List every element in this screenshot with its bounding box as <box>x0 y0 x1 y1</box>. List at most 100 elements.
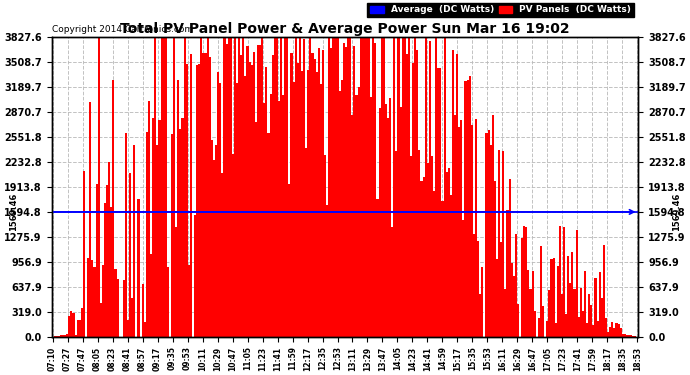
Bar <box>339 92 341 337</box>
Bar <box>299 37 301 337</box>
Bar <box>93 267 95 337</box>
Bar <box>420 181 422 337</box>
Bar <box>163 37 165 337</box>
Bar <box>244 76 246 337</box>
Bar <box>66 334 68 337</box>
Bar <box>553 258 555 337</box>
Bar <box>620 328 622 337</box>
Bar <box>337 37 339 337</box>
Bar <box>601 298 603 337</box>
Bar <box>137 198 139 337</box>
Bar <box>586 323 588 337</box>
Bar <box>175 227 177 337</box>
Bar <box>261 37 264 337</box>
Bar <box>473 234 475 337</box>
Bar <box>364 37 366 337</box>
Bar <box>490 146 492 337</box>
Bar <box>280 37 282 337</box>
Bar <box>383 37 385 337</box>
Bar <box>150 254 152 337</box>
Bar <box>196 65 198 337</box>
Bar <box>333 37 335 337</box>
Bar <box>230 37 232 337</box>
Bar <box>435 37 437 337</box>
Bar <box>68 316 70 337</box>
Bar <box>362 37 364 337</box>
Bar <box>95 184 97 337</box>
Bar <box>161 37 163 337</box>
Bar <box>209 57 211 337</box>
Bar <box>102 264 104 337</box>
Bar <box>546 321 549 337</box>
Bar <box>525 227 527 337</box>
Bar <box>580 288 582 337</box>
Bar <box>569 283 571 337</box>
Bar <box>395 152 397 337</box>
Bar <box>236 84 238 337</box>
Bar <box>359 37 362 337</box>
Bar <box>402 37 404 337</box>
Bar <box>293 82 295 337</box>
Bar <box>634 336 636 337</box>
Bar <box>603 245 605 337</box>
Bar <box>115 269 117 337</box>
Bar <box>391 227 393 337</box>
Bar <box>301 71 303 337</box>
Bar <box>211 140 213 337</box>
Bar <box>613 328 615 337</box>
Bar <box>588 294 590 337</box>
Bar <box>232 154 234 337</box>
Bar <box>322 50 324 337</box>
Bar <box>549 290 551 337</box>
Bar <box>418 150 420 337</box>
Bar <box>351 115 353 337</box>
Bar <box>448 168 450 337</box>
Bar <box>125 133 127 337</box>
Bar <box>272 56 274 337</box>
Bar <box>226 44 228 337</box>
Bar <box>309 37 311 337</box>
Bar <box>595 278 597 337</box>
Bar <box>270 94 272 337</box>
Bar <box>144 322 146 337</box>
Bar <box>628 335 630 337</box>
Bar <box>458 127 460 337</box>
Bar <box>202 53 204 337</box>
Bar <box>452 50 454 337</box>
Bar <box>106 184 108 337</box>
Bar <box>264 104 266 337</box>
Bar <box>377 200 379 337</box>
Bar <box>523 226 525 337</box>
Bar <box>194 214 196 337</box>
Bar <box>297 63 299 337</box>
Bar <box>626 334 628 337</box>
Bar <box>112 80 115 337</box>
Bar <box>496 259 498 337</box>
Bar <box>224 37 226 337</box>
Bar <box>597 321 599 337</box>
Bar <box>347 37 349 337</box>
Bar <box>540 246 542 337</box>
Bar <box>91 260 93 337</box>
Bar <box>444 38 446 337</box>
Bar <box>331 48 333 337</box>
Bar <box>471 125 473 337</box>
Bar <box>513 276 515 337</box>
Bar <box>320 84 322 337</box>
Bar <box>311 53 313 337</box>
Bar <box>341 81 343 337</box>
Bar <box>157 146 159 337</box>
Bar <box>355 95 357 337</box>
Bar <box>450 195 452 337</box>
Bar <box>410 156 412 337</box>
Bar <box>213 160 215 337</box>
Bar <box>148 100 150 337</box>
Bar <box>571 252 573 337</box>
Bar <box>565 314 567 337</box>
Bar <box>173 37 175 337</box>
Bar <box>416 50 418 337</box>
Bar <box>567 256 569 337</box>
Bar <box>129 173 131 337</box>
Bar <box>313 59 315 337</box>
Bar <box>324 154 326 337</box>
